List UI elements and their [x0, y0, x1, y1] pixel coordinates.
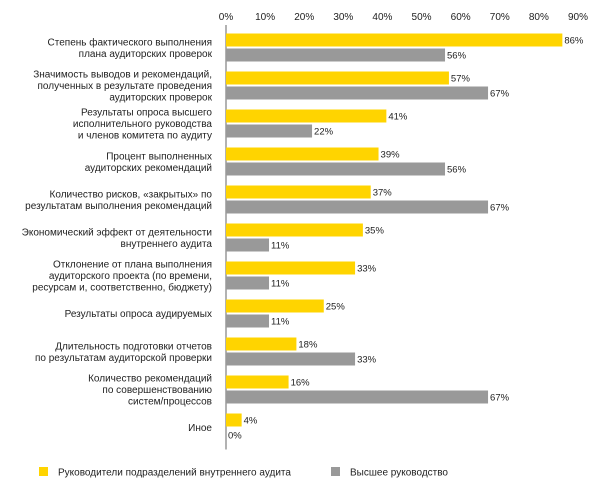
- bar: [226, 375, 289, 389]
- category-label-line: аудиторских рекомендаций: [85, 163, 212, 174]
- category-label-line: внутреннего аудита: [121, 239, 213, 250]
- category-label: Результаты опроса аудируемых: [65, 309, 212, 320]
- category-label-line: Длительность подготовки отчетов: [55, 341, 212, 352]
- data-label: 41%: [388, 112, 408, 123]
- category-label-line: исполнительного руководства: [73, 119, 213, 130]
- bar: [226, 86, 489, 100]
- data-label: 33%: [357, 355, 377, 366]
- bar: [226, 413, 242, 427]
- data-label: 25%: [326, 302, 346, 313]
- category-label-line: Иное: [188, 423, 212, 434]
- x-tick-label: 20%: [294, 12, 314, 23]
- data-label: 67%: [490, 393, 510, 404]
- bar: [226, 185, 371, 199]
- bar: [226, 314, 270, 328]
- data-label: 35%: [365, 226, 385, 237]
- bar: [226, 162, 446, 176]
- x-tick-label: 80%: [529, 12, 549, 23]
- bar: [226, 33, 563, 47]
- category-label-line: плана аудиторских проверок: [79, 49, 213, 60]
- category-label-line: по совершенствованию: [102, 385, 212, 396]
- bar: [226, 276, 270, 290]
- bar: [226, 238, 270, 252]
- category-label: Экономический эффект от деятельности внут…: [22, 226, 213, 250]
- legend-swatch: [331, 467, 340, 476]
- category-label: Количество рекомендаций по совершенствова…: [88, 374, 212, 408]
- data-label: 11%: [271, 241, 290, 252]
- category-label: Процент выполненных аудиторских рекоменда…: [85, 151, 212, 174]
- data-label: 22%: [314, 127, 334, 138]
- data-label: 16%: [291, 378, 311, 389]
- category-label-line: Количество рекомендаций: [88, 374, 212, 385]
- category-label: Длительность подготовки отчетов по резуль…: [35, 341, 212, 364]
- bar: [226, 337, 297, 351]
- category-label: Результаты опроса высшего исполнительного…: [73, 108, 213, 142]
- legend-swatch: [39, 467, 48, 476]
- bar: [226, 261, 356, 275]
- bar: [226, 71, 449, 85]
- data-label: 11%: [271, 279, 290, 290]
- bar: [226, 223, 363, 237]
- category-label-line: ресурсам и, соответственно, бюджету): [32, 282, 212, 294]
- legend-label: Высшее руководство: [350, 468, 448, 479]
- data-label: 37%: [373, 188, 393, 199]
- category-label-line: Отклонение от плана выполнения: [53, 260, 212, 271]
- category-label-line: по результатам аудиторской проверки: [35, 353, 212, 364]
- category-label-line: Результаты опроса высшего: [81, 108, 212, 119]
- data-label: 0%: [228, 431, 242, 442]
- category-label-line: аудиторского проекта (по времени,: [49, 271, 212, 282]
- data-label: 56%: [447, 51, 467, 62]
- data-label: 86%: [564, 36, 584, 47]
- bar: [226, 109, 387, 123]
- bar: [226, 390, 489, 404]
- category-label: Значимость выводов и рекомендаций, получе…: [33, 70, 212, 104]
- category-label-line: результатам выполнения рекомендаций: [25, 201, 212, 212]
- category-label: Иное: [188, 423, 212, 434]
- data-label: 57%: [451, 74, 471, 85]
- x-tick-label: 0%: [219, 12, 234, 23]
- category-label-line: Процент выполненных: [106, 151, 212, 162]
- bar: [226, 352, 356, 366]
- bar: [226, 200, 489, 214]
- data-label: 11%: [271, 317, 290, 328]
- data-label: 4%: [244, 416, 258, 427]
- x-tick-label: 60%: [451, 12, 471, 23]
- data-label: 39%: [381, 150, 401, 161]
- x-tick-label: 10%: [255, 12, 275, 23]
- bar: [226, 124, 313, 138]
- x-tick-label: 40%: [372, 12, 392, 23]
- x-tick-label: 90%: [568, 12, 588, 23]
- data-label: 67%: [490, 203, 510, 214]
- category-label-line: аудиторских проверок: [109, 93, 212, 104]
- category-label-line: полученных в результате проведения: [37, 81, 212, 92]
- bar: [226, 299, 324, 313]
- category-label-line: систем/процессов: [128, 397, 212, 408]
- category-label-line: Количество рисков, «закрытых» по: [50, 189, 213, 200]
- x-tick-label: 70%: [490, 12, 510, 23]
- category-label: Количество рисков, «закрытых» по результа…: [25, 189, 212, 212]
- category-label-line: Значимость выводов и рекомендаций,: [33, 70, 212, 81]
- category-label-line: и членов комитета по аудиту: [78, 131, 212, 142]
- data-label: 56%: [447, 165, 467, 176]
- data-label: 67%: [490, 89, 510, 100]
- data-label: 18%: [298, 340, 318, 351]
- category-label-line: Степень фактического выполнения: [48, 36, 212, 48]
- x-tick-label: 50%: [412, 12, 432, 23]
- category-label-line: Экономический эффект от деятельности: [22, 226, 212, 238]
- x-tick-label: 30%: [333, 12, 353, 23]
- category-label: Степень фактического выполнения плана ауд…: [48, 36, 213, 60]
- legend-label: Руководители подразделений внутреннего а…: [58, 468, 291, 479]
- bar: [226, 147, 379, 161]
- bar: [226, 48, 446, 62]
- data-label: 33%: [357, 264, 377, 275]
- category-label: Отклонение от плана выполнения аудиторско…: [32, 260, 212, 294]
- category-label-line: Результаты опроса аудируемых: [65, 309, 212, 320]
